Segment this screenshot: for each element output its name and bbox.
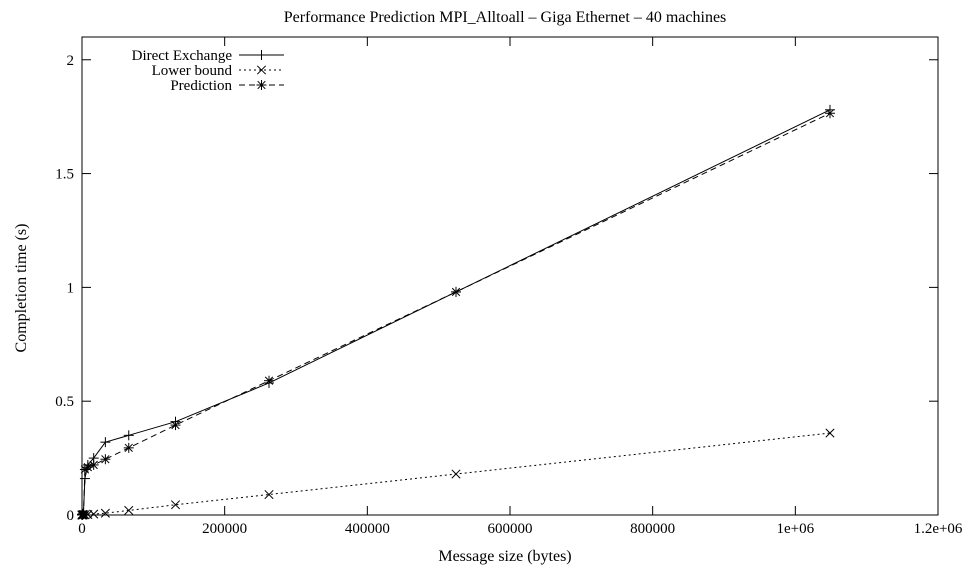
data-point (450, 286, 461, 297)
series-line (81, 112, 831, 516)
x-tick-label: 400000 (345, 521, 390, 537)
series-line (81, 109, 831, 516)
plot-frame (81, 36, 939, 516)
legend-label: Direct Exchange (132, 48, 233, 64)
y-axis-title: Completion time (s) (13, 224, 30, 353)
y-tick-label: 0.5 (55, 394, 74, 410)
legend-marker (256, 80, 267, 90)
data-point (89, 509, 99, 519)
x-tick-label: 1e+06 (777, 521, 815, 537)
data-point (451, 469, 461, 479)
series-0 (77, 104, 835, 520)
series-layer (77, 104, 835, 520)
y-tick-label: 1 (67, 280, 75, 296)
x-tick-label: 200000 (202, 521, 247, 537)
data-point (88, 459, 99, 470)
legend-label: Prediction (170, 78, 232, 94)
x-tick-label: 600000 (488, 521, 533, 537)
legend-label: Lower bound (152, 63, 233, 79)
x-tick-label: 0 (78, 521, 86, 537)
axis-ticks: 0 200000 400000 600000 800000 1e+06 1.2e+06 0 0.… (55, 37, 963, 537)
data-point (123, 430, 134, 441)
legend-marker (256, 50, 267, 60)
data-point (100, 437, 111, 448)
data-point (78, 509, 89, 520)
data-point (824, 108, 835, 119)
data-point (100, 508, 110, 518)
series-2 (77, 108, 835, 520)
series-1 (77, 428, 835, 520)
chart-title: Performance Prediction MPI_Alltoall – Gi… (284, 9, 727, 26)
data-point (264, 489, 274, 500)
y-tick-label: 2 (67, 53, 75, 69)
data-point (100, 454, 111, 465)
data-point (170, 500, 181, 510)
data-point (82, 462, 93, 473)
data-point (263, 375, 274, 386)
data-point (123, 442, 134, 453)
legend-marker (256, 65, 267, 75)
x-axis-title: Message size (bytes) (438, 548, 571, 565)
x-tick-label: 800000 (630, 521, 675, 537)
y-tick-label: 0 (67, 508, 75, 524)
data-point (825, 428, 835, 438)
data-point (124, 505, 134, 516)
y-tick-label: 1.5 (55, 167, 74, 183)
x-tick-label: 1.2e+06 (914, 521, 963, 537)
data-point (170, 420, 181, 431)
